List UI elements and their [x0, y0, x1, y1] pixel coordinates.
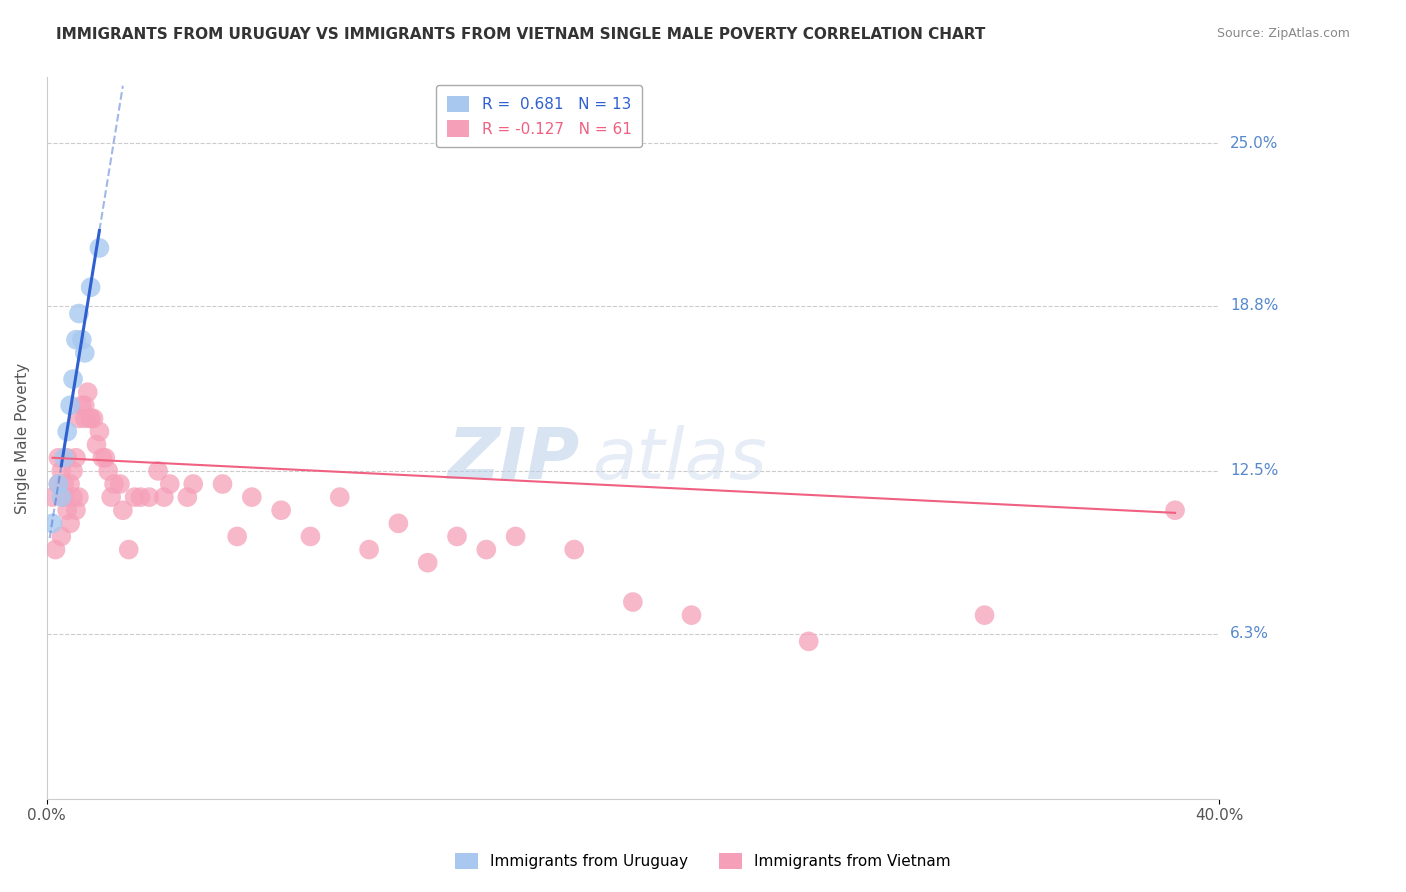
Point	[299, 529, 322, 543]
Point	[83, 411, 105, 425]
Point	[56, 425, 79, 439]
Point	[146, 464, 169, 478]
Point	[176, 490, 198, 504]
Point	[48, 477, 70, 491]
Point	[973, 608, 995, 623]
Point	[475, 542, 498, 557]
Point	[240, 490, 263, 504]
Point	[79, 411, 101, 425]
Point	[89, 241, 111, 255]
Text: atlas: atlas	[592, 425, 766, 494]
Point	[387, 516, 409, 531]
Point	[51, 464, 73, 478]
Point	[59, 516, 82, 531]
Point	[79, 280, 101, 294]
Text: 25.0%: 25.0%	[1230, 136, 1278, 151]
Point	[56, 503, 79, 517]
Point	[124, 490, 146, 504]
Point	[270, 503, 292, 517]
Point	[97, 464, 120, 478]
Point	[94, 450, 117, 465]
Point	[89, 425, 111, 439]
Point	[67, 306, 90, 320]
Text: 12.5%: 12.5%	[1230, 463, 1278, 478]
Point	[59, 398, 82, 412]
Point	[129, 490, 152, 504]
Text: Source: ZipAtlas.com: Source: ZipAtlas.com	[1216, 27, 1350, 40]
Point	[226, 529, 249, 543]
Point	[76, 385, 98, 400]
Point	[505, 529, 527, 543]
Point	[357, 542, 380, 557]
Point	[67, 411, 90, 425]
Point	[70, 333, 93, 347]
Point	[159, 477, 181, 491]
Point	[65, 503, 87, 517]
Point	[53, 490, 76, 504]
Point	[62, 490, 84, 504]
Point	[59, 477, 82, 491]
Point	[108, 477, 131, 491]
Point	[53, 477, 76, 491]
Point	[62, 464, 84, 478]
Legend: Immigrants from Uruguay, Immigrants from Vietnam: Immigrants from Uruguay, Immigrants from…	[449, 847, 957, 875]
Point	[79, 411, 101, 425]
Point	[118, 542, 141, 557]
Point	[51, 529, 73, 543]
Point	[53, 450, 76, 465]
Point	[103, 477, 125, 491]
Point	[67, 490, 90, 504]
Point	[1164, 503, 1187, 517]
Text: 18.8%: 18.8%	[1230, 298, 1278, 313]
Point	[562, 542, 585, 557]
Point	[138, 490, 160, 504]
Point	[181, 477, 204, 491]
Point	[86, 437, 108, 451]
Point	[91, 450, 114, 465]
Point	[211, 477, 233, 491]
Point	[56, 450, 79, 465]
Point	[51, 490, 73, 504]
Legend: R =  0.681   N = 13, R = -0.127   N = 61: R = 0.681 N = 13, R = -0.127 N = 61	[436, 85, 643, 147]
Point	[70, 398, 93, 412]
Point	[329, 490, 352, 504]
Point	[41, 490, 63, 504]
Point	[73, 398, 96, 412]
Point	[797, 634, 820, 648]
Point	[681, 608, 703, 623]
Point	[100, 490, 122, 504]
Point	[65, 450, 87, 465]
Point	[446, 529, 468, 543]
Text: ZIP: ZIP	[449, 425, 581, 494]
Y-axis label: Single Male Poverty: Single Male Poverty	[15, 362, 30, 514]
Text: 6.3%: 6.3%	[1230, 626, 1270, 641]
Text: IMMIGRANTS FROM URUGUAY VS IMMIGRANTS FROM VIETNAM SINGLE MALE POVERTY CORRELATI: IMMIGRANTS FROM URUGUAY VS IMMIGRANTS FR…	[56, 27, 986, 42]
Point	[111, 503, 134, 517]
Point	[62, 372, 84, 386]
Point	[65, 333, 87, 347]
Point	[621, 595, 644, 609]
Point	[41, 516, 63, 531]
Point	[416, 556, 439, 570]
Point	[73, 411, 96, 425]
Point	[44, 542, 66, 557]
Point	[153, 490, 176, 504]
Point	[48, 450, 70, 465]
Point	[73, 346, 96, 360]
Point	[48, 477, 70, 491]
